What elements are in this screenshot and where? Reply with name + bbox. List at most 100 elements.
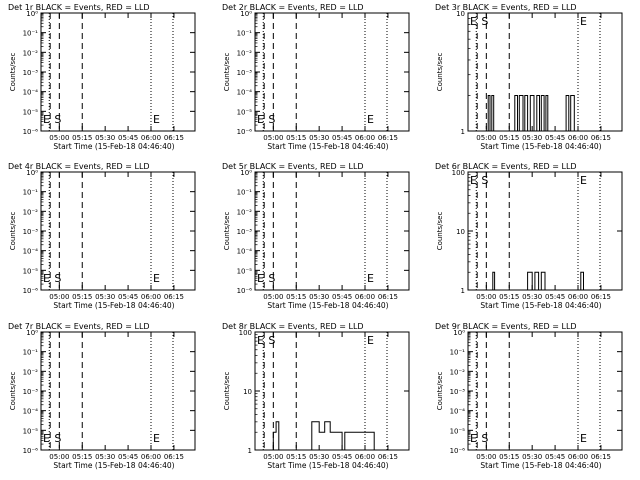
panel-title: Det 9r BLACK = Events, RED = LLD xyxy=(435,322,577,331)
x-axis-label: Start Time (15-Feb-18 04:46:40) xyxy=(267,461,388,470)
edge-marker: E xyxy=(43,432,50,445)
x-axis-label: Start Time (15-Feb-18 04:46:40) xyxy=(480,461,601,470)
y-axis-label: Counts/sec xyxy=(223,53,231,92)
x-tick-label: 06:00 xyxy=(141,134,161,142)
x-tick-label: 05:45 xyxy=(332,293,352,301)
y-tick-label: 10⁻⁵ xyxy=(450,427,466,435)
detector-panel: Det 9r BLACK = Events, RED = LLD Counts/s… xyxy=(435,322,623,470)
end-marker: E xyxy=(367,272,374,285)
x-tick-label: 05:30 xyxy=(95,134,115,142)
y-tick-label: 10⁻³ xyxy=(23,228,39,236)
x-tick-label: 05:30 xyxy=(522,293,542,301)
x-axis-label: Start Time (15-Feb-18 04:46:40) xyxy=(480,142,601,151)
x-tick-label: 05:00 xyxy=(49,134,69,142)
x-tick-label: 05:15 xyxy=(499,453,519,461)
x-tick-label: 05:30 xyxy=(95,453,115,461)
x-tick-label: 05:30 xyxy=(309,293,329,301)
plot-frame xyxy=(467,12,623,132)
x-tick-label: 06:00 xyxy=(568,134,588,142)
start-marker: S xyxy=(54,272,61,285)
end-marker: E xyxy=(153,272,160,285)
detector-panel: Det 4r BLACK = Events, RED = LLD Counts/s… xyxy=(8,162,196,310)
x-tick-label: 06:15 xyxy=(591,453,611,461)
x-tick-label: 06:00 xyxy=(355,453,375,461)
x-tick-label: 05:45 xyxy=(118,453,138,461)
detector-panel: Det 5r BLACK = Events, RED = LLD Counts/s… xyxy=(222,162,410,310)
y-tick-label: 10⁻¹ xyxy=(237,189,253,197)
y-tick-label: 10⁻² xyxy=(237,208,253,216)
y-tick-label: 10 xyxy=(456,228,465,236)
x-axis-label: Start Time (15-Feb-18 04:46:40) xyxy=(53,142,174,151)
x-axis-label: Start Time (15-Feb-18 04:46:40) xyxy=(480,301,601,310)
y-tick-label: 1 xyxy=(461,287,465,295)
start-marker: S xyxy=(268,272,275,285)
end-marker: E xyxy=(580,15,587,28)
events-series-line xyxy=(487,95,575,132)
y-tick-label: 10⁻² xyxy=(450,368,466,376)
y-tick-label: 10⁻⁶ xyxy=(23,287,39,295)
y-axis-label: Counts/sec xyxy=(223,372,231,411)
x-tick-label: 05:30 xyxy=(95,293,115,301)
y-tick-label: 10⁻⁴ xyxy=(237,248,253,256)
panel-title: Det 6r BLACK = Events, RED = LLD xyxy=(435,162,577,171)
x-tick-label: 05:00 xyxy=(263,134,283,142)
detector-panel: Det 1r BLACK = Events, RED = LLD Counts/s… xyxy=(8,3,196,151)
y-tick-label: 10⁻¹ xyxy=(237,30,253,38)
x-tick-label: 06:15 xyxy=(164,293,184,301)
x-tick-label: 05:45 xyxy=(545,134,565,142)
x-tick-label: 06:15 xyxy=(378,293,398,301)
x-tick-label: 05:00 xyxy=(263,453,283,461)
x-tick-label: 06:15 xyxy=(164,453,184,461)
y-tick-label: 10⁰ xyxy=(26,329,38,337)
panel-title: Det 4r BLACK = Events, RED = LLD xyxy=(8,162,150,171)
y-tick-label: 10⁻⁵ xyxy=(237,267,253,275)
y-axis-label: Counts/sec xyxy=(436,53,444,92)
x-tick-label: 05:30 xyxy=(522,134,542,142)
y-tick-label: 10⁻² xyxy=(23,208,39,216)
y-tick-label: 10⁻⁵ xyxy=(23,427,39,435)
end-marker: E xyxy=(580,174,587,187)
end-marker: E xyxy=(367,334,374,347)
x-tick-label: 05:00 xyxy=(49,453,69,461)
y-tick-label: 10⁻⁴ xyxy=(450,408,466,416)
y-tick-label: 1 xyxy=(461,128,465,136)
edge-marker: E xyxy=(257,113,264,126)
events-series-line xyxy=(492,271,584,291)
x-tick-label: 05:15 xyxy=(286,134,306,142)
panel-title: Det 3r BLACK = Events, RED = LLD xyxy=(435,3,577,12)
x-tick-label: 06:15 xyxy=(164,134,184,142)
y-tick-label: 10 xyxy=(456,10,465,18)
y-tick-label: 10⁻⁴ xyxy=(23,408,39,416)
x-tick-label: 05:45 xyxy=(332,134,352,142)
y-axis-label: Counts/sec xyxy=(9,53,17,92)
x-axis-label: Start Time (15-Feb-18 04:46:40) xyxy=(53,301,174,310)
panel-title: Det 7r BLACK = Events, RED = LLD xyxy=(8,322,150,331)
x-tick-label: 05:15 xyxy=(72,293,92,301)
detector-panel: Det 7r BLACK = Events, RED = LLD Counts/s… xyxy=(8,322,196,470)
x-tick-label: 06:00 xyxy=(568,453,588,461)
y-tick-label: 10⁰ xyxy=(26,169,38,177)
y-tick-label: 100 xyxy=(239,329,252,337)
y-axis-label: Counts/sec xyxy=(436,212,444,251)
start-marker: S xyxy=(268,113,275,126)
x-tick-label: 06:00 xyxy=(141,453,161,461)
panel-title: Det 8r BLACK = Events, RED = LLD xyxy=(222,322,364,331)
plot-frame xyxy=(254,12,410,132)
events-series-line xyxy=(272,421,375,451)
x-tick-label: 06:15 xyxy=(591,134,611,142)
end-marker: E xyxy=(580,432,587,445)
start-marker: S xyxy=(481,432,488,445)
y-tick-label: 10⁻⁶ xyxy=(237,128,253,136)
y-tick-label: 10⁻⁶ xyxy=(23,447,39,455)
x-tick-label: 05:15 xyxy=(286,453,306,461)
y-tick-label: 10⁻⁶ xyxy=(237,287,253,295)
y-tick-label: 10⁻⁴ xyxy=(237,89,253,97)
y-tick-label: 10⁻¹ xyxy=(23,349,39,357)
edge-marker: E xyxy=(43,272,50,285)
y-axis-label: Counts/sec xyxy=(9,212,17,251)
plot-frame xyxy=(254,171,410,291)
end-marker: E xyxy=(153,113,160,126)
plot-frame xyxy=(467,331,623,451)
detector-panel: Det 2r BLACK = Events, RED = LLD Counts/s… xyxy=(222,3,410,151)
